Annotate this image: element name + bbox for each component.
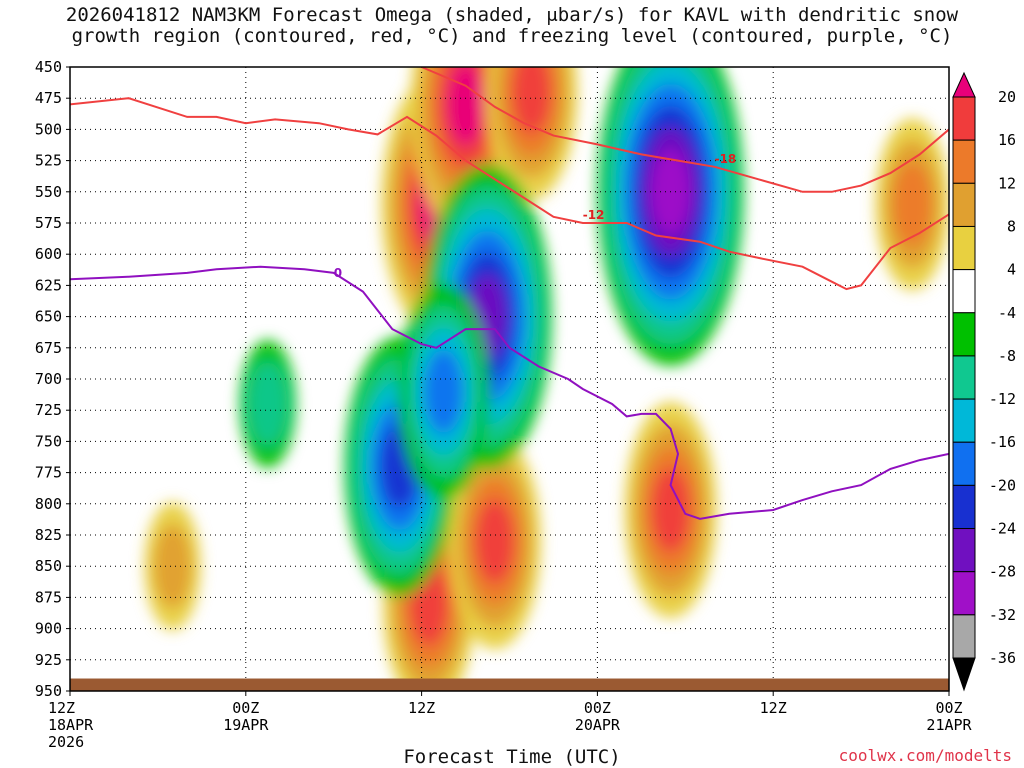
y-tick-label-600: 600 <box>35 245 62 263</box>
colorbar-bottom-arrow <box>952 657 976 692</box>
y-tick-label-725: 725 <box>35 401 62 419</box>
y-tick-label-625: 625 <box>35 276 62 294</box>
colorbar-label-2: 12 <box>998 174 1016 192</box>
omega-region-5-3 <box>651 468 690 553</box>
colorbar-segment-12 <box>952 571 976 616</box>
colorbar-segment-3 <box>952 182 976 227</box>
y-tick-label-500: 500 <box>35 120 62 138</box>
x-tick-label-3-1: 20APR <box>575 716 621 734</box>
y-tick-label-675: 675 <box>35 339 62 357</box>
dgz-contour-1 <box>421 67 949 193</box>
x-tick-label-0-0: 12Z <box>48 699 75 717</box>
colorbar-label-1: 16 <box>998 131 1016 149</box>
colorbar-segment-1 <box>952 96 976 141</box>
y-tick-label-800: 800 <box>35 495 62 513</box>
x-tick-label-2-0: 12Z <box>408 699 435 717</box>
colorbar-segment-8 <box>952 398 976 443</box>
x-tick-label-1-0: 00Z <box>232 699 259 717</box>
dgz-contour-label-1: -18 <box>715 152 737 166</box>
colorbar-segment-11 <box>952 528 976 573</box>
omega-region-2-3 <box>512 67 551 134</box>
y-tick-label-550: 550 <box>35 183 62 201</box>
colorbar-top-arrow <box>952 71 976 98</box>
y-tick-label-525: 525 <box>35 152 62 170</box>
freezing-level-contour <box>70 265 949 520</box>
colorbar-segment-5 <box>952 269 976 314</box>
y-tick-label-475: 475 <box>35 89 62 107</box>
colorbar-label-11: -28 <box>989 563 1016 581</box>
colorbar-label-10: -24 <box>989 520 1016 538</box>
credit-text: coolwx.com/modelts <box>838 746 1012 765</box>
omega-region-10-3 <box>424 349 463 434</box>
colorbar-label-9: -20 <box>989 476 1016 494</box>
colorbar-segment-2 <box>952 139 976 184</box>
colorbar-label-5: -4 <box>998 304 1016 322</box>
y-tick-label-875: 875 <box>35 588 62 606</box>
y-tick-label-775: 775 <box>35 464 62 482</box>
y-tick-label-900: 900 <box>35 620 62 638</box>
surface-ground <box>70 678 949 691</box>
y-tick-label-650: 650 <box>35 308 62 326</box>
colorbar-segment-4 <box>952 225 976 271</box>
x-tick-label-5-0: 00Z <box>935 699 962 717</box>
colorbar-label-0: 20 <box>998 88 1016 106</box>
y-tick-label-950: 950 <box>35 682 62 700</box>
colorbar-label-13: -36 <box>989 649 1016 667</box>
y-tick-label-825: 825 <box>35 526 62 544</box>
y-tick-label-750: 750 <box>35 432 62 450</box>
colorbar-label-8: -16 <box>989 433 1016 451</box>
colorbar-label-7: -12 <box>989 390 1016 408</box>
omega-region-1-4 <box>446 67 485 147</box>
y-tick-label-700: 700 <box>35 370 62 388</box>
colorbar-segment-9 <box>952 441 976 486</box>
x-tick-label-0-2: 2026 <box>48 733 84 751</box>
y-tick-label-850: 850 <box>35 557 62 575</box>
colorbar-segment-7 <box>952 355 976 400</box>
omega-region-7-1 <box>153 524 192 609</box>
colorbar-label-6: -8 <box>998 347 1016 365</box>
colorbar-segment-10 <box>952 484 976 530</box>
y-tick-label-450: 450 <box>35 58 62 76</box>
dgz-contour-label-0: -12 <box>583 208 605 222</box>
y-tick-label-925: 925 <box>35 651 62 669</box>
colorbar-label-12: -32 <box>989 606 1016 624</box>
freezing-level-label: 0 <box>334 266 342 280</box>
colorbar-segment-13 <box>952 614 976 659</box>
x-tick-label-0-1: 18APR <box>48 716 94 734</box>
colorbar-label-3: 8 <box>1007 217 1016 235</box>
x-tick-label-1-1: 19APR <box>223 716 269 734</box>
x-tick-label-3-0: 00Z <box>584 699 611 717</box>
title-line-1: 2026041812 NAM3KM Forecast Omega (shaded… <box>65 4 959 26</box>
y-tick-label-575: 575 <box>35 214 62 232</box>
x-tick-label-4-0: 12Z <box>760 699 787 717</box>
colorbar-segment-6 <box>952 312 976 357</box>
colorbar-label-4: 4 <box>1007 261 1016 279</box>
omega-region-6-2 <box>893 162 932 247</box>
x-tick-label-5-1: 21APR <box>926 716 972 734</box>
title-line-2: growth region (contoured, red, °C) and f… <box>71 25 953 47</box>
dgz-contour-0 <box>70 97 949 291</box>
omega-region-4-3 <box>475 499 514 584</box>
omega-region-12-1 <box>248 361 287 446</box>
x-axis-label: Forecast Time (UTC) <box>403 746 621 768</box>
